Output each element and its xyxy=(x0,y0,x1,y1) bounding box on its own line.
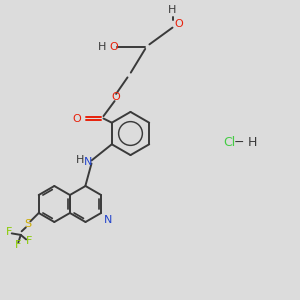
Text: F: F xyxy=(26,236,32,246)
Text: H: H xyxy=(248,136,257,149)
Text: O: O xyxy=(111,92,120,103)
Text: H: H xyxy=(168,5,177,15)
Text: H: H xyxy=(76,154,84,165)
Text: O: O xyxy=(174,19,183,29)
Text: N: N xyxy=(84,157,92,167)
Text: O: O xyxy=(109,41,118,52)
Text: F: F xyxy=(14,240,21,250)
Text: N: N xyxy=(103,215,112,225)
Text: −: − xyxy=(233,136,244,149)
Text: F: F xyxy=(6,227,13,237)
Text: S: S xyxy=(24,219,31,230)
Text: O: O xyxy=(72,113,81,124)
Text: Cl: Cl xyxy=(224,136,236,149)
Text: H: H xyxy=(98,41,106,52)
